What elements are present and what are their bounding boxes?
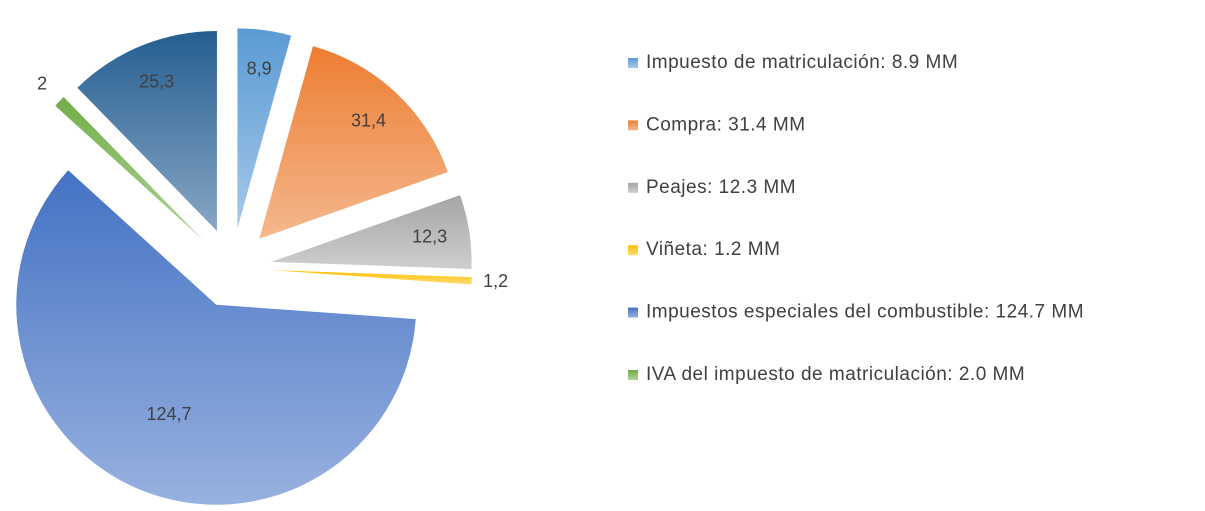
legend-marker [628,58,638,68]
legend-label: Viñeta: 1.2 MM [646,239,780,260]
legend-marker [628,307,638,318]
legend-marker [628,120,638,131]
data-label: 2 [37,73,47,93]
pie-slice [271,270,472,285]
data-label: 25,3 [139,71,174,91]
legend-label: Compra: 31.4 MM [646,114,806,135]
pie-slice [55,96,204,241]
pie-slice [259,46,448,239]
pie-slice [237,28,292,229]
data-label: 1,2 [483,271,508,291]
pie-slice [16,170,416,505]
legend-label: IVA del impuesto de matriculación: 2.0 M… [646,364,1025,385]
legend-label: Impuestos especiales del combustible: 12… [646,302,1084,323]
legend-marker [628,182,638,193]
data-label: 12,3 [412,226,447,246]
legend-label: Impuesto de matriculación: 8.9 MM [646,52,958,73]
data-label: 124,7 [147,404,192,424]
pie-slice [77,30,217,231]
pie-slice [271,195,472,269]
data-label: 31,4 [351,111,386,131]
legend-label: Peajes: 12.3 MM [646,177,796,198]
data-label: 8,9 [247,59,272,79]
legend-marker [628,370,638,380]
legend-marker [628,245,638,256]
